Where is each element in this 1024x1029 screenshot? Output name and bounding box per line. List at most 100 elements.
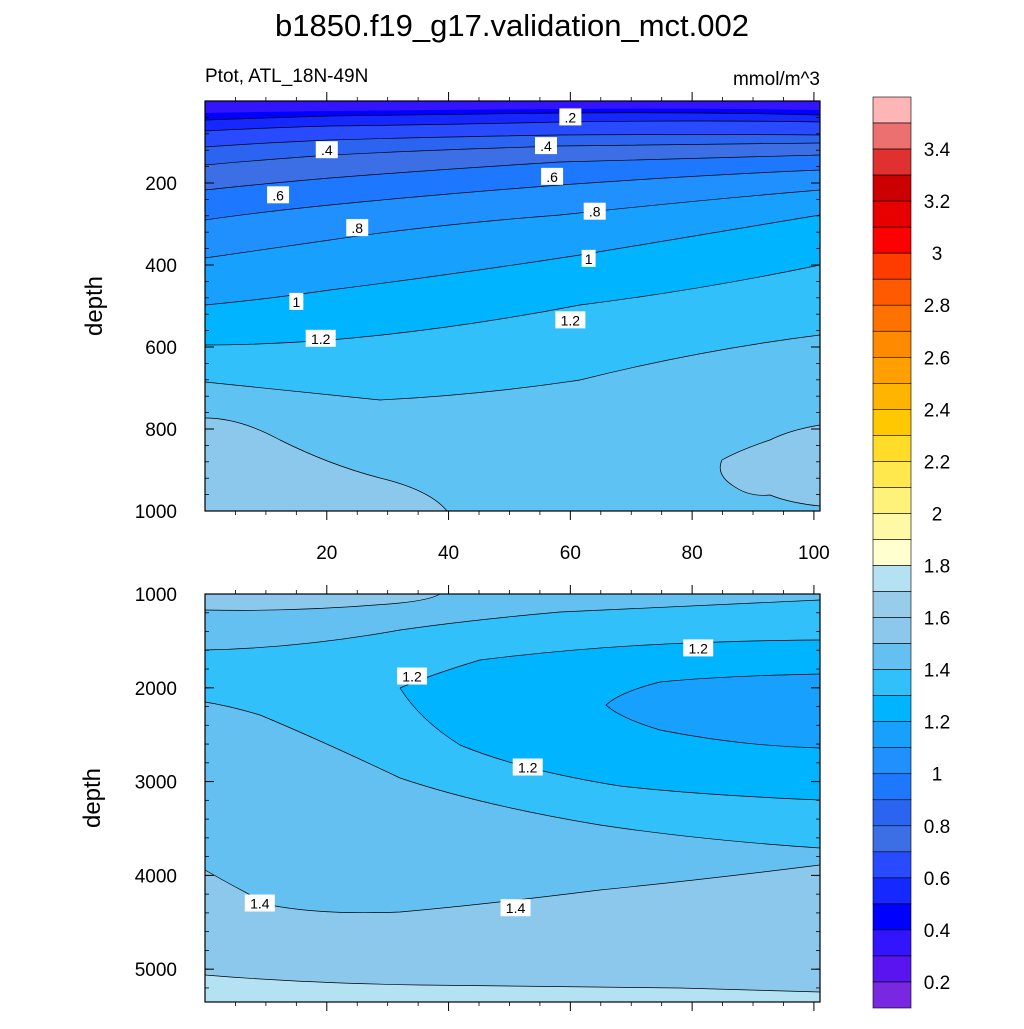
- colorbar-swatch: [872, 669, 912, 696]
- upper-contour-label: .4: [540, 138, 552, 154]
- colorbar-swatch: [872, 226, 912, 254]
- lower-y-tick-label: 1000: [135, 585, 177, 606]
- lower-contour-label: 1.2: [688, 640, 708, 656]
- upper-contour-label-box: [305, 329, 336, 347]
- colorbar-swatch: [872, 278, 912, 306]
- lower-contour-lines: [204, 593, 821, 993]
- upper-x-tick-label: 80: [682, 543, 703, 564]
- upper-contour-labels: .2 .4 .4 .6 .6 .8 .8 1 1 1.2 1.2: [267, 108, 606, 347]
- colorbar-swatch: [872, 825, 912, 853]
- lower-contour-label-box: [397, 667, 428, 685]
- colorbar-swatch: [872, 487, 912, 514]
- upper-contour-label: 1: [292, 294, 300, 310]
- colorbar-swatch: [872, 747, 912, 775]
- colorbar-swatch: [872, 695, 912, 722]
- colorbar-swatch: [872, 851, 912, 879]
- colorbar-label: 2.2: [924, 452, 950, 473]
- upper-y-tick-label: 600: [145, 338, 177, 359]
- upper-contour-label-box: [555, 311, 586, 329]
- colorbar-label: 0.4: [924, 921, 951, 942]
- colorbar-swatch: [872, 721, 912, 749]
- upper-contour-label: .6: [272, 187, 284, 203]
- colorbar-label: 1.2: [924, 713, 950, 734]
- colorbar: 3.4 3.2 3 2.8 2.6 2.4 2.2 2 1.8 1.6 1.4 1.2 1 0.8 0.6 0…: [872, 96, 951, 1029]
- upper-axes: 200 400 600 800 1000 20 40 60 80 100: [135, 92, 830, 564]
- colorbar-label: 2.8: [924, 296, 950, 317]
- upper-contour-label-box: [583, 202, 606, 220]
- lower-contour-label: 1.2: [518, 760, 538, 776]
- upper-contour-label-box: [267, 186, 290, 204]
- upper-panel: Ptot, ATL_18N-49N mmol/m^3: [81, 66, 830, 564]
- upper-y-tick-label: 800: [145, 420, 177, 441]
- colorbar-label: 0.6: [924, 869, 950, 890]
- colorbar-label: 0.2: [924, 973, 950, 994]
- colorbar-swatch: [872, 148, 912, 176]
- colorbar-label: 3.2: [924, 192, 950, 213]
- upper-contour-label: .6: [546, 169, 558, 185]
- colorbar-label: 2: [932, 504, 943, 525]
- colorbar-swatch: [872, 461, 912, 488]
- upper-contour-label-box: [534, 137, 557, 155]
- lower-contour-label-box: [512, 758, 543, 776]
- upper-contour-label-box: [559, 108, 582, 126]
- lower-plot-frame: [204, 593, 821, 1003]
- colorbar-label: 2.4: [924, 400, 951, 421]
- upper-x-tick-label: 20: [316, 543, 337, 564]
- lower-contour-labels: 1.2 1.2 1.2 1.4 1.4: [244, 639, 714, 917]
- colorbar-label: 1.4: [924, 661, 951, 682]
- colorbar-swatch: [872, 174, 912, 202]
- lower-y-tick-label: 5000: [135, 960, 177, 981]
- upper-contour-label-box: [346, 219, 369, 237]
- colorbar-swatch: [872, 773, 912, 801]
- colorbar-label: 1.8: [924, 557, 950, 578]
- lower-axes: 1000 2000 3000 4000 5000: [135, 585, 820, 1011]
- colorbar-swatch: [872, 252, 912, 280]
- colorbar-label: 1: [932, 765, 943, 786]
- colorbar-swatch: [872, 435, 912, 462]
- lower-y-axis-label: depth: [79, 768, 106, 828]
- lower-y-tick-label: 4000: [135, 866, 177, 887]
- chart-title: b1850.f19_g17.validation_mct.002: [275, 8, 749, 43]
- colorbar-swatch: [872, 955, 912, 983]
- colorbar-swatch: [872, 929, 912, 957]
- colorbar-swatch: [872, 200, 912, 228]
- colorbar-swatch: [872, 122, 912, 150]
- upper-contour-label-box: [541, 167, 564, 185]
- colorbar-label: 3.4: [924, 140, 951, 161]
- upper-contour-label: .4: [321, 142, 333, 158]
- lower-contour-label-box: [683, 639, 714, 657]
- upper-contour-label: 1: [585, 251, 593, 267]
- colorbar-swatch: [872, 643, 912, 670]
- colorbar-swatch: [872, 383, 912, 410]
- colorbar-swatch: [872, 356, 912, 384]
- lower-contour-label-box: [500, 899, 531, 917]
- colorbar-swatch: [872, 513, 912, 540]
- colorbar-swatch: [872, 799, 912, 827]
- upper-contour-label: .8: [351, 220, 363, 236]
- lower-contour-label: 1.4: [250, 896, 270, 912]
- lower-contour-label-box: [244, 894, 275, 912]
- upper-x-tick-label: 40: [438, 543, 459, 564]
- upper-contour-lines: [204, 112, 821, 512]
- upper-plot-frame: [204, 100, 821, 512]
- upper-right-label: mmol/m^3: [733, 69, 820, 90]
- upper-contour-label: 1.2: [311, 331, 331, 347]
- lower-y-tick-label: 3000: [135, 773, 177, 794]
- colorbar-label: 3: [932, 244, 943, 265]
- upper-y-axis-label: depth: [81, 276, 108, 336]
- upper-x-tick-label: 60: [560, 543, 581, 564]
- colorbar-swatch: [872, 591, 912, 618]
- colorbar-swatch: [872, 877, 912, 905]
- colorbar-swatch: [872, 565, 912, 592]
- upper-contour-label: .2: [565, 109, 577, 125]
- colorbar-swatch: [872, 539, 912, 566]
- colorbar-label: 2.6: [924, 348, 950, 369]
- lower-contour-label: 1.4: [506, 900, 526, 916]
- upper-left-label: Ptot, ATL_18N-49N: [205, 66, 368, 87]
- lower-y-tick-label: 2000: [135, 679, 177, 700]
- upper-y-tick-label: 1000: [135, 502, 177, 523]
- colorbar-swatch: [872, 981, 912, 1009]
- colorbar-label: 0.8: [924, 817, 950, 838]
- upper-contour-label-box: [289, 292, 304, 310]
